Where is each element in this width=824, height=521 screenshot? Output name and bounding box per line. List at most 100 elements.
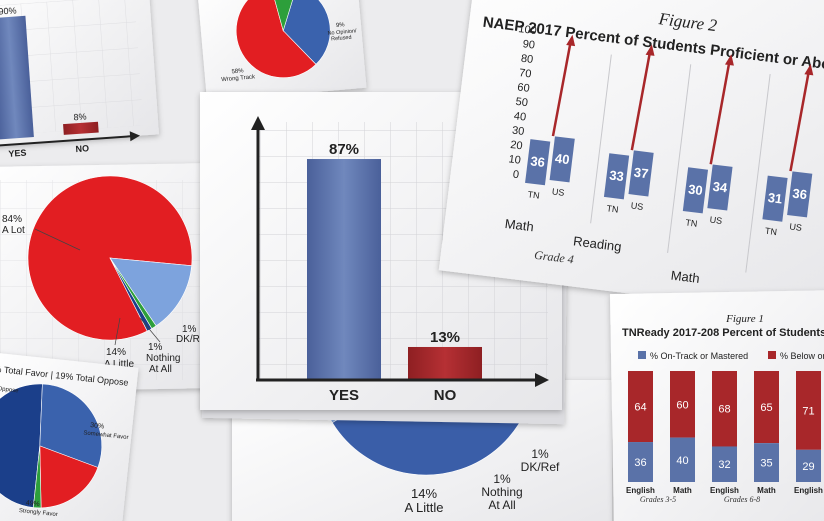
pie-wrong-track bbox=[235, 0, 331, 78]
naep-series-label: TN bbox=[527, 189, 540, 200]
tn-col-ontrack bbox=[796, 449, 821, 482]
naep-series-label: US bbox=[630, 200, 644, 211]
naep-series-label: TN bbox=[685, 217, 698, 228]
naep-y-tick: 30 bbox=[511, 125, 525, 138]
pie-wrongtrack-slice-1 bbox=[235, 0, 317, 78]
grade-group-2: Grades 6-8 bbox=[724, 495, 760, 504]
bar-yes bbox=[0, 15, 34, 140]
naep-arrow-head bbox=[804, 63, 814, 76]
naep-subject-1: Math bbox=[504, 216, 535, 234]
label-strongly-pct: 49% bbox=[25, 500, 40, 508]
label-b-alittle-pct: 14% bbox=[411, 486, 437, 501]
naep-arrow-head bbox=[645, 44, 655, 56]
bar-value-no: 13% bbox=[430, 329, 460, 346]
tn-ontrack-value: 35 bbox=[760, 458, 772, 470]
label-noop-2: Refused bbox=[331, 35, 352, 43]
pie-favor-slice-3 bbox=[32, 445, 42, 509]
naep-y-tick: 20 bbox=[510, 139, 524, 152]
tn-below-value: 71 bbox=[802, 405, 814, 417]
naep-bar-us bbox=[787, 171, 813, 218]
tn-ontrack-value: 40 bbox=[676, 455, 688, 467]
pie-favor bbox=[0, 383, 103, 509]
naep-series-label: TN bbox=[764, 226, 777, 237]
pie-alot-slice-1 bbox=[109, 257, 192, 327]
label-b-dkref: DK/Ref bbox=[521, 460, 560, 474]
label-oppose: Oppose bbox=[0, 386, 19, 394]
y-axis-arrow bbox=[251, 116, 265, 130]
label-dkref-pct: 1% bbox=[182, 324, 197, 335]
naep-subject-2: Reading bbox=[572, 233, 622, 254]
naep-divider bbox=[745, 74, 771, 273]
card-tnready: Figure 1 TNReady 2017-208 Percent of Stu… bbox=[609, 289, 824, 521]
legend-swatch-below bbox=[768, 351, 776, 359]
naep-series-label: US bbox=[789, 221, 803, 232]
pie-alot-slice-0 bbox=[27, 175, 193, 341]
pie-wrongtrack-slice-0 bbox=[282, 0, 331, 65]
naep-arrow-head bbox=[566, 34, 576, 47]
label-alot-pct: 84% bbox=[2, 214, 22, 225]
pie-favor-slice-2 bbox=[39, 445, 99, 509]
naep-y-tick: 50 bbox=[515, 96, 529, 109]
tnready-figure-label: Figure 1 bbox=[725, 313, 764, 325]
tn-col-below bbox=[796, 371, 821, 450]
tnready-title: TNReady 2017-208 Percent of Students Pro… bbox=[622, 327, 824, 339]
tn-col-ontrack bbox=[712, 446, 737, 482]
legend-ontrack: % On-Track or Mastered bbox=[650, 351, 748, 361]
tn-col-ontrack bbox=[628, 442, 653, 482]
category-no: NO bbox=[434, 387, 457, 404]
axis-arrow bbox=[129, 131, 141, 142]
label-somewhat: Somewhat Favor bbox=[83, 430, 129, 441]
naep-arrow bbox=[551, 42, 572, 137]
naep-y-tick: 90 bbox=[522, 38, 536, 51]
naep-series-label: US bbox=[551, 186, 565, 197]
label-b-alittle: A Little bbox=[404, 500, 443, 515]
label-dkref: DK/Ref bbox=[176, 334, 208, 345]
tn-below-value: 68 bbox=[718, 404, 730, 416]
label-nothing-pct: 1% bbox=[148, 342, 163, 353]
bar-no bbox=[408, 346, 482, 380]
pie-favor-slice-0 bbox=[0, 383, 43, 508]
naep-arrow bbox=[709, 61, 731, 165]
naep-series-label: US bbox=[709, 215, 723, 226]
naep-arrow-head bbox=[724, 54, 734, 66]
label-nothing-2: At All bbox=[149, 364, 172, 375]
category-yes: YES bbox=[8, 148, 27, 159]
naep-y-tick: 0 bbox=[512, 169, 520, 182]
tn-ontrack-value: 29 bbox=[802, 461, 814, 473]
label-wrong: Wrong Track bbox=[221, 74, 256, 83]
pie-favor-slice-1 bbox=[39, 383, 103, 468]
naep-divider bbox=[667, 64, 692, 253]
tn-ontrack-value: 36 bbox=[634, 457, 646, 469]
naep-bar-value: 30 bbox=[687, 182, 703, 199]
tn-col-label: Math bbox=[673, 486, 692, 495]
label-somewhat-pct: 30% bbox=[90, 422, 105, 430]
tn-col-below bbox=[754, 371, 779, 444]
naep-series-label: TN bbox=[606, 203, 619, 214]
naep-bar-value: 33 bbox=[609, 167, 625, 184]
bar-yes bbox=[307, 159, 381, 380]
tn-col-ontrack bbox=[754, 443, 779, 482]
naep-y-tick: 100 bbox=[518, 23, 538, 37]
label-strongly: Strongly Favor bbox=[19, 508, 58, 518]
naep-bar-value: 36 bbox=[530, 153, 546, 170]
legend-swatch-ontrack bbox=[638, 351, 646, 359]
pie-wrongtrack-slice-2 bbox=[270, 0, 298, 32]
naep-bar-value: 40 bbox=[554, 151, 570, 168]
naep-y-tick: 40 bbox=[513, 110, 527, 123]
naep-bars: 36 TN 40 US 33 TN 37 US 30 TN 34 US 31 TN 36 US bbox=[525, 34, 814, 237]
card-naep: Figure 2 NAEP 2017 Percent of Students P… bbox=[438, 0, 824, 319]
card-paper bbox=[438, 0, 824, 319]
naep-grade-4: Grade 4 bbox=[534, 248, 575, 267]
naep-subject-3: Math bbox=[670, 268, 701, 286]
tn-col-label: English bbox=[794, 486, 823, 495]
naep-arrow bbox=[789, 71, 810, 172]
category-yes: YES bbox=[329, 387, 359, 404]
label-alittle: A Little bbox=[104, 359, 134, 370]
label-b-nothing-1: Nothing bbox=[481, 485, 522, 499]
label-b-dkref-pct: 1% bbox=[531, 447, 549, 461]
naep-bar-us bbox=[549, 136, 575, 183]
naep-bar-us bbox=[707, 164, 733, 211]
label-b-nothing-pct: 1% bbox=[493, 472, 511, 486]
